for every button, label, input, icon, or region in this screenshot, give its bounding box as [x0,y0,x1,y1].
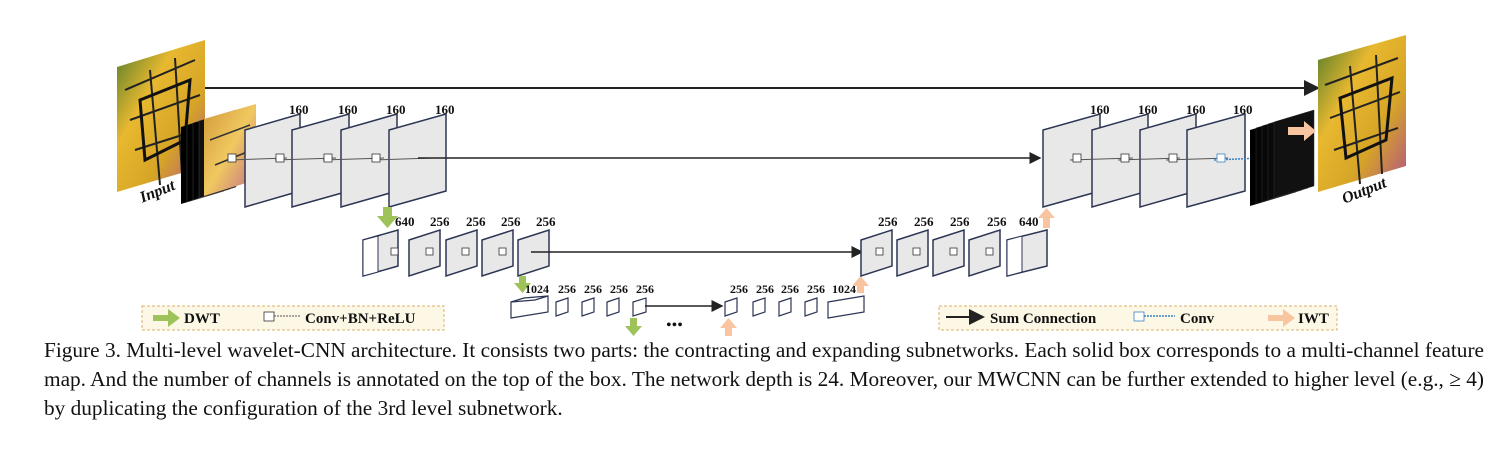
level1-left-channel-2: 160 [338,102,358,117]
iwt-arrow-level2 [1038,208,1055,228]
level2-left-conv-glyphs [390,247,507,256]
conv-legend-icon [1133,311,1175,322]
level2-right-conv-glyphs [875,247,994,256]
level3-right-channel-5: 1024 [832,282,856,296]
output-image [1318,35,1406,192]
level3-right-channel-4: 256 [807,282,825,296]
level1-left-channel-3: 160 [386,102,406,117]
level1-left-conv-glyphs [227,153,381,163]
legend-right: Sum Connection Conv IWT [938,305,1338,331]
level3-right-channel-2: 256 [756,282,774,296]
level3-left-channel-1: 1024 [525,282,549,296]
iwt-arrow-output [1288,121,1316,141]
dwt-arrow-level2 [514,276,531,293]
level2-left-channel-2: 256 [430,214,450,229]
legend-conv-label: Conv [1180,311,1215,327]
mwcnn-architecture-diagram: Input 160 160 160 160 [117,35,1406,336]
legend-left: DWT Conv+BN+ReLU [141,305,445,331]
level3-right-channel-1: 256 [730,282,748,296]
level2-right-channel-1: 256 [878,214,898,229]
level1-left-channel-1: 160 [289,102,309,117]
legend-iwt-label: IWT [1298,311,1329,327]
iwt-arrow-level3-out [852,276,869,293]
dwt-arrow-level3 [625,318,642,336]
legend-dwt-label: DWT [184,311,220,327]
level1-left-channel-4: 160 [435,102,455,117]
level2-right-channel-5: 640 [1019,214,1039,229]
level3-left-channel-5: 256 [636,282,654,296]
level3-left-channel-2: 256 [558,282,576,296]
level2-right-channel-3: 256 [950,214,970,229]
iwt-arrow-level3-in [720,318,737,336]
level1-right-conv-glyphs [1072,153,1226,163]
input-wavelet-stack [181,104,256,204]
level2-left-channel-4: 256 [501,214,521,229]
level2-right-channel-2: 256 [914,214,934,229]
dwt-arrow-level1 [377,207,398,228]
level2-right-channel-4: 256 [987,214,1007,229]
iwt-legend-icon [1268,309,1295,327]
dwt-legend-icon [153,309,180,327]
output-wavelet-stack [1250,109,1315,206]
level3-right-channel-3: 256 [781,282,799,296]
level3-left-channel-3: 256 [584,282,602,296]
legend-conv-bn-relu-label: Conv+BN+ReLU [305,311,416,327]
level3-right-feature-maps [724,295,865,319]
level3-left-feature-maps [510,295,647,319]
legend-sum-connection-label: Sum Connection [990,311,1097,327]
figure-caption: Figure 3. Multi-level wavelet-CNN archit… [44,338,1484,420]
level2-left-channel-3: 256 [466,214,486,229]
level2-left-channel-1: 640 [395,214,415,229]
level2-right-feature-maps [860,228,1048,278]
level1-right-channel-4: 160 [1233,102,1253,117]
level1-left-feature-maps [244,113,447,208]
level3-left-channel-4: 256 [610,282,628,296]
level2-left-feature-maps [362,228,550,278]
level1-right-channel-1: 160 [1090,102,1110,117]
deeper-levels-ellipsis: ••• [666,317,683,334]
level2-left-channel-5: 256 [536,214,556,229]
conv-bn-relu-legend-icon [263,311,301,322]
level1-right-feature-maps [1042,113,1246,208]
level1-right-channel-3: 160 [1186,102,1206,117]
level1-right-channel-2: 160 [1138,102,1158,117]
